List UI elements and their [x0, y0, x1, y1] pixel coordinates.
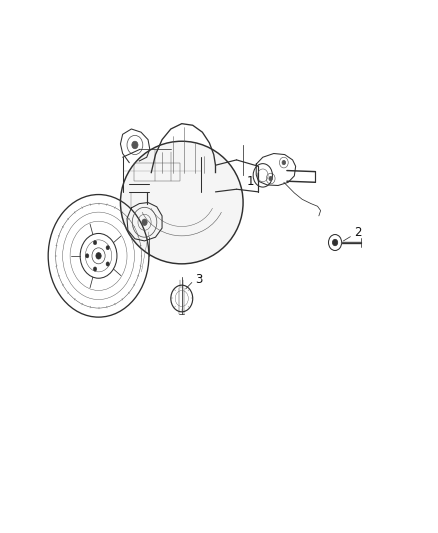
Text: 2: 2 — [354, 227, 362, 239]
Ellipse shape — [120, 141, 243, 264]
Circle shape — [132, 141, 138, 149]
Circle shape — [85, 254, 89, 258]
Circle shape — [96, 253, 101, 259]
Text: 3: 3 — [195, 273, 202, 286]
Circle shape — [282, 160, 286, 165]
Circle shape — [332, 239, 338, 246]
Circle shape — [93, 240, 97, 245]
Circle shape — [142, 219, 147, 225]
Text: 1: 1 — [247, 175, 254, 188]
Circle shape — [106, 246, 110, 250]
Circle shape — [93, 267, 97, 271]
Circle shape — [269, 176, 272, 181]
Circle shape — [106, 262, 110, 266]
